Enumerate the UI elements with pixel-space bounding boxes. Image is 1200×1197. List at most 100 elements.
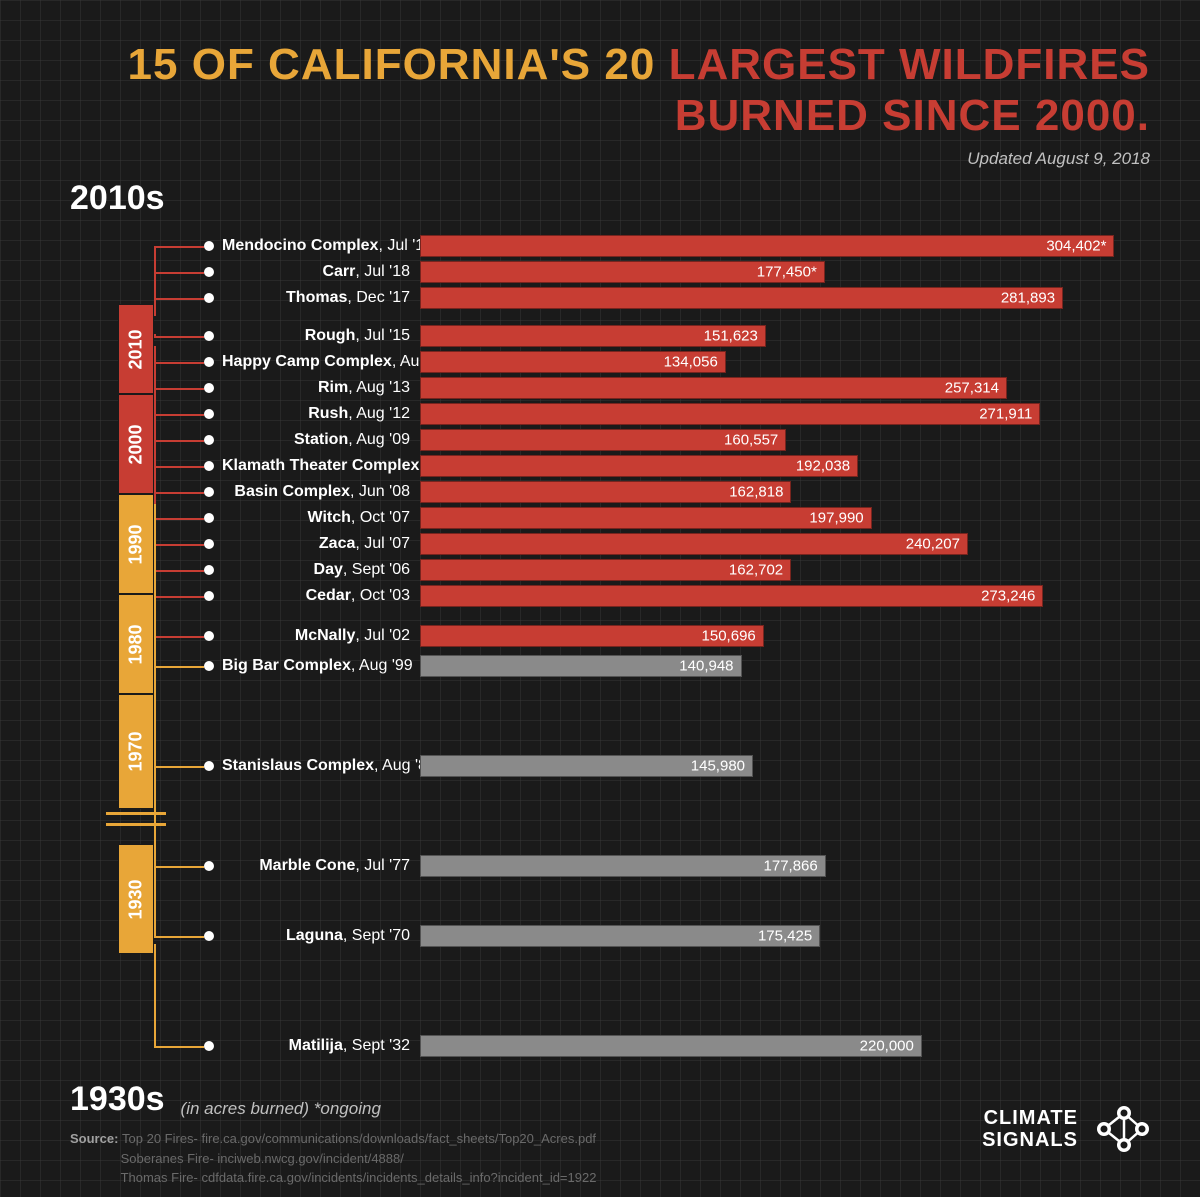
fire-label: Big Bar Complex, Aug '99 [222, 657, 410, 675]
bar-wrap: 162,818 [420, 481, 1150, 503]
fire-value: 145,980 [691, 758, 745, 775]
fire-value: 220,000 [860, 1038, 914, 1055]
fire-label: Rough, Jul '15 [222, 327, 410, 345]
fire-dot [204, 631, 214, 641]
title-part-1: 15 OF CALIFORNIA'S 20 [128, 40, 656, 89]
bar-wrap: 220,000 [420, 1035, 1150, 1057]
fire-label: Happy Camp Complex, Aug '14 [222, 353, 410, 371]
bar-wrap: 271,911 [420, 403, 1150, 425]
fire-label: Basin Complex, Jun '08 [222, 483, 410, 501]
decade-block: 2000 [118, 394, 154, 494]
bar-wrap: 304,402* [420, 235, 1150, 257]
fire-label: Stanislaus Complex, Aug '87 [222, 757, 410, 775]
fire-bar [420, 235, 1114, 257]
fire-label: Matilija, Sept '32 [222, 1037, 410, 1055]
fire-row: Big Bar Complex, Aug '99 140,948 [154, 654, 1150, 678]
fire-value: 281,893 [1001, 290, 1055, 307]
fire-row: Witch, Oct '07 197,990 [154, 506, 1150, 530]
decade-block: 1930 [118, 844, 154, 954]
fire-row: Station, Aug '09160,557 [154, 428, 1150, 452]
source-line: Thomas Fire- cdfdata.fire.ca.gov/inciden… [121, 1170, 597, 1185]
fire-dot [204, 591, 214, 601]
bar-wrap: 197,990 [420, 507, 1150, 529]
fire-row: Laguna, Sept '70 175,425 [154, 924, 1150, 948]
fire-value: 175,425 [758, 928, 812, 945]
fire-value: 177,450* [757, 264, 817, 281]
fire-row: Happy Camp Complex, Aug '14 134,056 [154, 350, 1150, 374]
fire-label: Zaca, Jul '07 [222, 535, 410, 553]
fire-dot [204, 267, 214, 277]
fire-row: Thomas, Dec '17 281,893 [154, 286, 1150, 310]
connector-line [154, 804, 156, 936]
fire-row: Stanislaus Complex, Aug '87 145,980 [154, 754, 1150, 778]
fire-value: 151,623 [704, 328, 758, 345]
connector-line [154, 944, 156, 1046]
fire-row: Matilija, Sept '32 220,000 [154, 1034, 1150, 1058]
fire-value: 134,056 [664, 354, 718, 371]
decade-label-top: 2010s [70, 179, 1150, 218]
fire-value: 192,038 [796, 458, 850, 475]
fire-dot [204, 409, 214, 419]
fire-label: McNally, Jul '02 [222, 627, 410, 645]
decade-block: 1990 [118, 494, 154, 594]
bar-wrap: 134,056 [420, 351, 1150, 373]
climate-signals-logo: CLIMATE SIGNALS [982, 1101, 1150, 1157]
fire-dot [204, 241, 214, 251]
chart-subtitle: (in acres burned) *ongoing [181, 1099, 381, 1119]
bar-wrap: 177,450* [420, 261, 1150, 283]
fire-value: 160,557 [724, 432, 778, 449]
decade-timeline: 201020001990198019701930 [118, 224, 154, 1074]
fire-dot [204, 761, 214, 771]
timeline-break [106, 812, 166, 826]
bar-wrap: 175,425 [420, 925, 1150, 947]
updated-date: Updated August 9, 2018 [50, 149, 1150, 169]
fire-dot [204, 461, 214, 471]
fire-label: Laguna, Sept '70 [222, 927, 410, 945]
fire-bar [420, 1035, 922, 1057]
fire-row: Cedar, Oct '03273,246 [154, 584, 1150, 608]
source-line: Top 20 Fires- fire.ca.gov/communications… [122, 1131, 596, 1146]
bar-wrap: 281,893 [420, 287, 1150, 309]
decade-label-bottom: 1930s [70, 1080, 165, 1119]
fire-label: Witch, Oct '07 [222, 509, 410, 527]
fire-dot [204, 293, 214, 303]
fire-value: 162,818 [729, 484, 783, 501]
fire-value: 257,314 [945, 380, 999, 397]
fire-dot [204, 487, 214, 497]
fire-value: 197,990 [809, 510, 863, 527]
decade-block: 2010 [118, 304, 154, 394]
fire-label: Marble Cone, Jul '77 [222, 857, 410, 875]
fire-bar [420, 585, 1043, 607]
fire-label: Mendocino Complex, Jul '18 [222, 237, 410, 255]
fire-dot [204, 661, 214, 671]
bar-wrap: 273,246 [420, 585, 1150, 607]
logo-mark-icon [1090, 1101, 1150, 1157]
fire-bar [420, 507, 872, 529]
fire-label: Carr, Jul '18 [222, 263, 410, 281]
bar-wrap: 151,623 [420, 325, 1150, 347]
fire-dot [204, 331, 214, 341]
fire-row: Rush, Aug '12 271,911 [154, 402, 1150, 426]
bar-wrap: 192,038 [420, 455, 1150, 477]
fire-row: Marble Cone, Jul '77177,866 [154, 854, 1150, 878]
fire-row: McNally, Jul '02150,696 [154, 624, 1150, 648]
fire-label: Thomas, Dec '17 [222, 289, 410, 307]
fire-label: Day, Sept '06 [222, 561, 410, 579]
fire-row: Day, Sept '06162,702 [154, 558, 1150, 582]
fire-row: Basin Complex, Jun '08 162,818 [154, 480, 1150, 504]
fire-row: Carr, Jul '18 177,450* [154, 260, 1150, 284]
source-label: Source: [70, 1131, 122, 1146]
fire-bar [420, 287, 1063, 309]
fire-row: Zaca, Jul '07 240,207 [154, 532, 1150, 556]
fire-bar [420, 455, 858, 477]
fire-label: Rim, Aug '13 [222, 379, 410, 397]
fire-label: Rush, Aug '12 [222, 405, 410, 423]
fire-value: 140,948 [679, 658, 733, 675]
fire-value: 271,911 [979, 406, 1032, 423]
fire-value: 240,207 [906, 536, 960, 553]
fire-dot [204, 931, 214, 941]
title-part-2: LARGEST WILDFIRES [669, 40, 1150, 89]
bar-wrap: 257,314 [420, 377, 1150, 399]
bar-wrap: 160,557 [420, 429, 1150, 451]
fire-dot [204, 383, 214, 393]
